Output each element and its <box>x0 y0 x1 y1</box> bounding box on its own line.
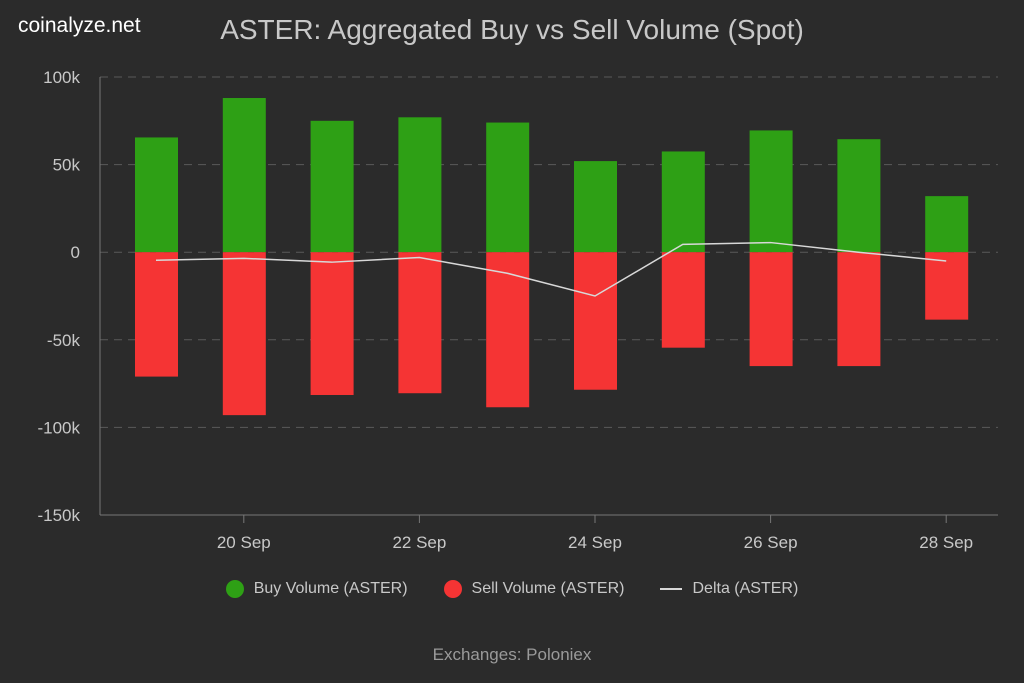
sell-bar <box>574 252 617 390</box>
y-tick-label: 0 <box>71 243 80 262</box>
legend-label: Delta (ASTER) <box>692 580 799 597</box>
delta-line-icon <box>660 588 683 590</box>
chart-title: ASTER: Aggregated Buy vs Sell Volume (Sp… <box>220 14 804 45</box>
sell-bar <box>925 252 969 320</box>
y-tick-label: -150k <box>37 506 80 525</box>
buy-bar <box>135 137 178 253</box>
sell-bar <box>398 252 442 394</box>
sell-bar <box>661 252 705 348</box>
buy-bar <box>222 98 266 253</box>
x-tick-label: 24 Sep <box>568 533 622 552</box>
x-tick-label: 26 Sep <box>744 533 798 552</box>
legend: Buy Volume (ASTER) Sell Volume (ASTER) D… <box>0 580 1024 598</box>
legend-label: Buy Volume (ASTER) <box>253 580 408 597</box>
sell-bar <box>310 252 354 395</box>
brand-logo: coinalyze.net <box>18 14 141 37</box>
sell-bar <box>486 252 530 408</box>
exchanges-note: Exchanges: Poloniex <box>432 645 592 664</box>
x-tick-label: 22 Sep <box>392 533 446 552</box>
y-tick-label: 100k <box>43 68 80 87</box>
legend-item-sell[interactable]: Sell Volume (ASTER) <box>443 580 625 598</box>
y-tick-label: -100k <box>37 418 80 437</box>
sell-bar <box>749 252 793 367</box>
x-tick-label: 20 Sep <box>217 533 271 552</box>
sell-bar <box>222 252 266 416</box>
buy-bar <box>837 139 881 253</box>
x-tick-label: 28 Sep <box>919 533 973 552</box>
legend-item-buy[interactable]: Buy Volume (ASTER) <box>225 580 408 598</box>
buy-bar <box>925 196 969 253</box>
sell-bar <box>135 252 178 377</box>
buy-bar <box>486 122 530 253</box>
buy-marker-icon <box>225 580 244 598</box>
y-tick-label: 50k <box>53 156 81 175</box>
legend-label: Sell Volume (ASTER) <box>471 580 625 597</box>
delta-line <box>155 241 947 297</box>
buy-bar <box>310 120 354 253</box>
sell-marker-icon <box>443 580 462 598</box>
buy-bar <box>398 117 442 253</box>
y-tick-label: -50k <box>47 331 81 350</box>
buy-bar <box>749 130 793 253</box>
sell-bar <box>837 252 881 367</box>
legend-item-delta[interactable]: Delta (ASTER) <box>660 580 798 598</box>
buy-bar <box>661 151 705 253</box>
buy-bar <box>574 161 617 253</box>
